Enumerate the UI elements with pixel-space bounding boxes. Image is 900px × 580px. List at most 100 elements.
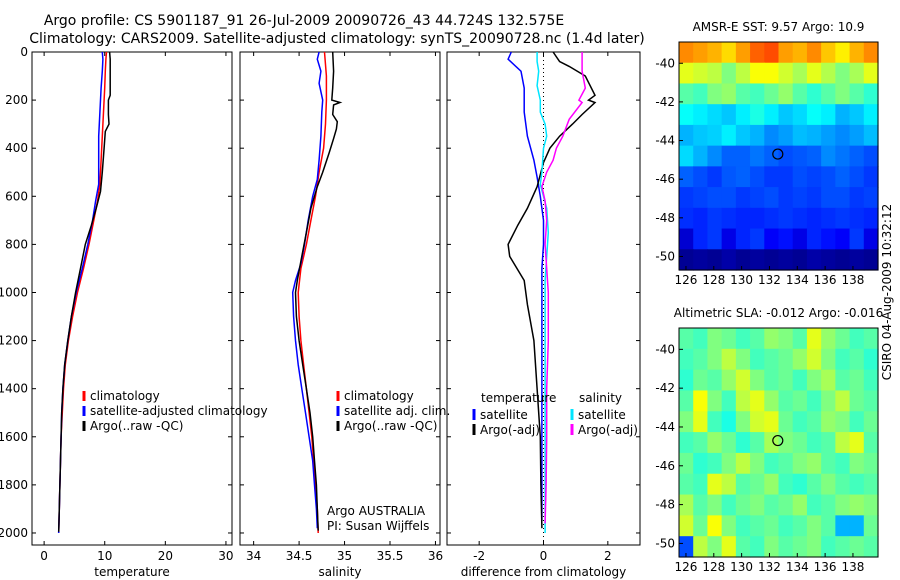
heatmap-cell (792, 249, 808, 271)
heatmap-cell (750, 494, 765, 516)
heatmap-cell (721, 62, 737, 85)
y-tick-label: -50 (655, 249, 675, 263)
salinity-profile-chart: 34 34.5 35 35.5 36 salinity climatologysatelli… (239, 51, 450, 579)
plot-frame (446, 51, 641, 546)
x-tick-label: 126 (675, 560, 698, 574)
heatmap-cell (863, 145, 879, 167)
series-line-argo (57, 51, 111, 532)
heatmap-cell (721, 348, 737, 371)
heatmap-cell (679, 83, 694, 105)
y-tick-label: 2000 (0, 526, 28, 540)
heatmap-cell (750, 83, 765, 105)
heatmap-cell (735, 228, 751, 250)
heatmap-cell (750, 187, 765, 209)
y-tick-label: -42 (655, 95, 675, 109)
heatmap-cell (821, 369, 836, 392)
heatmap-cell (849, 124, 865, 147)
heatmap-cell (821, 411, 836, 433)
heatmap-cell (835, 369, 851, 392)
x-tick-label: 36 (428, 549, 443, 563)
heatmap-cell (863, 104, 879, 126)
heatmap-cell (792, 207, 808, 230)
heatmap-cell (735, 187, 751, 209)
heatmap-cell (863, 369, 879, 392)
heatmap-cell (721, 369, 737, 392)
heatmap-cell (693, 348, 709, 371)
heatmap-cell (735, 166, 751, 188)
x-tick-label: 130 (730, 273, 753, 287)
heatmap-cell (735, 494, 751, 516)
heatmap-cell (750, 348, 765, 371)
heatmap-cell (750, 166, 765, 188)
heatmap-cell (764, 166, 780, 188)
heatmap-cell (863, 207, 879, 230)
heatmap-cell (693, 390, 709, 412)
heatmap-cell (806, 494, 822, 516)
heatmap-cell (721, 536, 737, 558)
heatmap-cell (835, 228, 851, 250)
heatmap-cell (792, 166, 808, 188)
heatmap-cell (849, 411, 865, 433)
heatmap-cell (792, 348, 808, 371)
heatmap-cell (778, 452, 794, 475)
heatmap-cell (806, 536, 822, 558)
y-tick-label: -46 (655, 172, 675, 186)
heatmap-cell (863, 62, 879, 85)
heatmap-cell (792, 104, 808, 126)
heatmap-cell (693, 145, 709, 167)
heatmap-cell (750, 249, 765, 271)
heatmap-cell (721, 207, 737, 230)
heatmap-cell (693, 166, 709, 188)
heatmap-cell (863, 83, 879, 105)
heatmap-cell (821, 452, 836, 475)
heatmap-cell (693, 62, 709, 85)
y-tick-label: -48 (655, 211, 675, 225)
heatmap-cell (721, 145, 737, 167)
heatmap-cell (792, 42, 808, 64)
legend-entry: Argo(-adj) (578, 423, 638, 437)
heatmap-cell (735, 452, 751, 475)
argo-location-marker (772, 148, 784, 160)
heatmap-cell (778, 348, 794, 371)
figure-title-line-2: Climatology: CARS2009. Satellite-adjuste… (29, 31, 644, 47)
heatmap-cell (764, 104, 780, 126)
heatmap-cell (735, 62, 751, 85)
heatmap-cell (764, 411, 780, 433)
heatmap-cell (735, 515, 751, 537)
heatmap-cell (806, 249, 822, 271)
heatmap-cell (778, 369, 794, 392)
heatmap-cell (806, 42, 822, 64)
y-tick-label: 1400 (0, 382, 28, 396)
heatmap-cell (849, 145, 865, 167)
heatmap-cell (679, 104, 694, 126)
heatmap-cell (806, 228, 822, 250)
y-tick-label: -44 (655, 420, 675, 434)
heatmap-cell (778, 145, 794, 167)
heatmap-cell (693, 104, 709, 126)
heatmap-cell (764, 536, 780, 558)
legend-entry: Argo(..raw -QC) (344, 419, 437, 433)
x-tick-label: 35.5 (377, 549, 404, 563)
heatmap-cell (693, 515, 709, 537)
heatmap-cell (806, 411, 822, 433)
heatmap-cell (835, 83, 851, 105)
figure-title-line-1: Argo profile: CS 5901187_91 26-Jul-2009 … (44, 13, 564, 29)
heatmap-cell (707, 83, 723, 105)
legend-entry: satellite-adjusted climatology (90, 404, 268, 418)
heatmap-cell (707, 124, 723, 147)
heatmap-cell (863, 494, 879, 516)
heatmap-cell (835, 187, 851, 209)
heatmap-cell (750, 62, 765, 85)
heatmap-cell (679, 348, 694, 371)
heatmap-cell (863, 166, 879, 188)
heatmap-cell (835, 166, 851, 188)
heatmap-cell (764, 328, 780, 350)
heatmap-cell (707, 494, 723, 516)
heatmap-cell (863, 228, 879, 250)
heatmap-cell (721, 411, 737, 433)
legend-title-temperature: temperature (481, 391, 556, 405)
x-tick-label: 0 (40, 549, 48, 563)
heatmap-cell (679, 124, 694, 147)
heatmap-cell (721, 42, 737, 64)
heatmap-cell (821, 145, 836, 167)
